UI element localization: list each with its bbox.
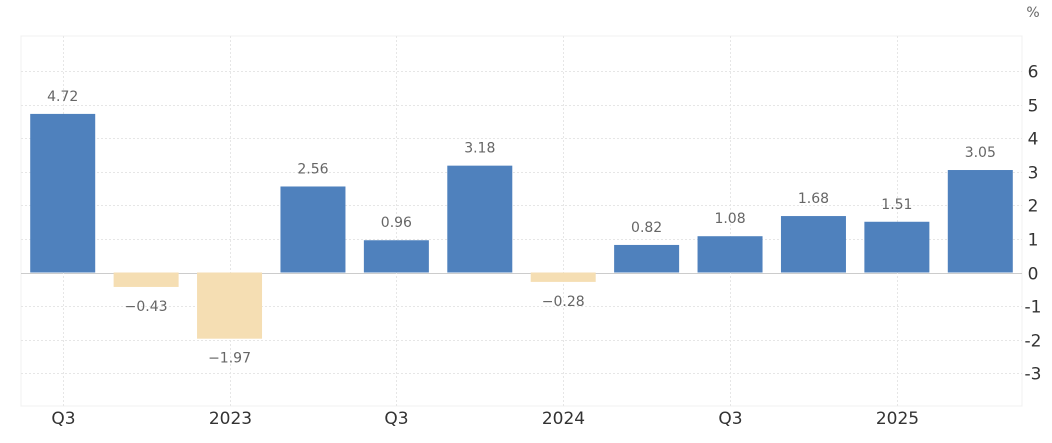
bar [363,240,429,273]
y-tick-label: 4 [1028,130,1039,150]
y-tick-label: 6 [1028,63,1039,83]
x-axis: Q3 2023 Q3 2024 Q3 2025 [51,409,919,429]
y-axis: 6 5 4 3 2 1 0 -1 -2 -3 [1025,63,1042,385]
x-tick-label: 2023 [209,409,252,429]
y-tick-label: -2 [1025,332,1042,352]
grid-lines [20,35,1023,407]
x-tick-label: 2024 [542,409,585,429]
bar-value-label: 3.18 [464,141,495,157]
bar-value-label: −0.28 [542,294,585,310]
bars [30,113,1013,339]
bar-value-label: 1.08 [714,211,745,227]
x-tick-label: Q3 [51,409,75,429]
x-tick-label: Q3 [384,409,408,429]
bar [530,272,596,282]
bar [947,170,1013,273]
y-tick-label: 3 [1028,164,1039,184]
bar-value-label: 3.05 [965,145,996,161]
y-tick-label: 0 [1028,265,1039,285]
plot-frame [20,35,1023,407]
bar-value-labels: 4.72 −0.43 −1.97 2.56 0.96 3.18 −0.28 0.82 1.08 1… [47,89,996,367]
y-axis-unit-label: % [1026,5,1039,21]
bar [113,272,179,287]
y-tick-label: -1 [1025,298,1042,318]
bar [614,244,680,273]
x-tick-label: 2025 [876,409,919,429]
bar-value-label: 2.56 [297,161,328,177]
y-tick-label: -3 [1025,365,1042,385]
bar [864,221,930,273]
y-tick-label: 2 [1028,197,1039,217]
bar-value-label: 1.68 [798,191,829,207]
bar-value-label: −1.97 [208,351,251,367]
y-tick-label: 5 [1028,97,1039,117]
bar [697,236,763,273]
y-tick-label: 1 [1028,231,1039,251]
bar [280,186,346,273]
bar-value-label: −0.43 [125,299,168,315]
bar [447,165,513,273]
bar-value-label: 0.82 [631,220,662,236]
bar-value-label: 0.96 [381,215,412,231]
bar-value-label: 1.51 [881,197,912,213]
bar-value-label: 4.72 [47,89,78,105]
bar [780,216,846,273]
bar [30,113,96,273]
bar [197,272,263,339]
x-tick-label: Q3 [718,409,742,429]
